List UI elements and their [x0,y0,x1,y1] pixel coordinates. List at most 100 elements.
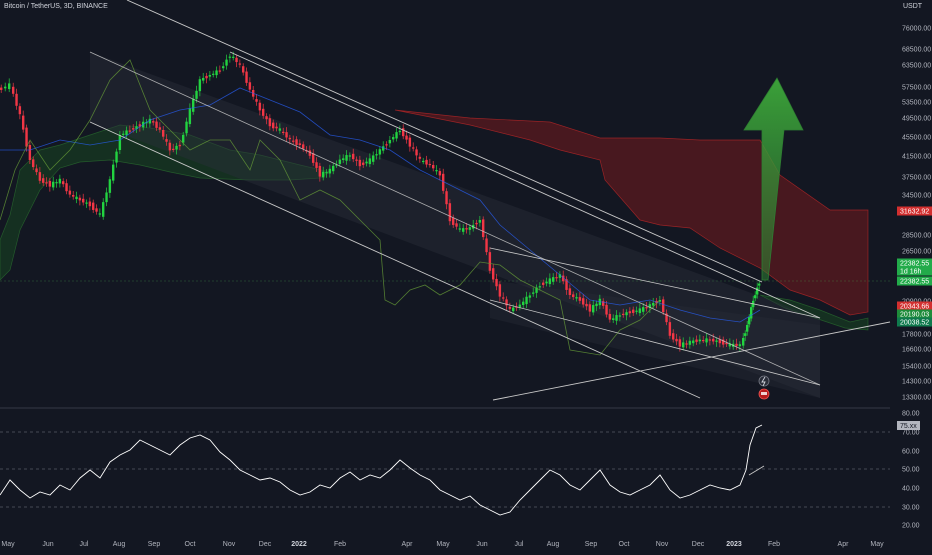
candle [0,84,3,93]
candle [528,292,532,303]
candle [422,157,425,165]
candle [45,177,48,187]
candle [408,134,412,152]
candle [645,302,648,312]
candle [88,197,92,211]
candle [292,135,295,145]
candle [498,281,502,302]
candle [268,114,272,131]
candle [750,303,753,322]
candle [492,264,495,283]
candle [746,321,749,336]
candle [582,294,585,308]
candle [372,151,375,165]
candle [465,223,468,234]
candle [525,291,528,309]
candle [405,130,408,144]
candle [195,85,198,103]
candle [695,335,698,345]
candle [705,333,708,347]
candle [338,154,342,167]
candle [245,67,248,86]
candle [112,159,115,184]
time-tick-label: May [1,541,15,548]
candle [162,126,165,140]
rsi-tick-label: 20.00 [902,523,920,530]
candle [212,70,215,78]
candle [302,141,305,152]
price-tick-label: 26500.00 [902,249,931,256]
rsi-current-tag: 75.xx [897,421,920,430]
time-tick-label: Jun [42,541,53,548]
candle [508,302,512,313]
candle [322,166,325,181]
candle [65,179,68,195]
price-tick-label: 53500.00 [902,100,931,107]
target-arrow-icon[interactable] [743,77,804,281]
candle [348,152,352,162]
candle [375,149,378,160]
price-tick-label: 63500.00 [902,63,931,70]
candle [545,277,548,287]
currency-label: USDT [903,3,923,10]
candle [495,273,498,291]
candle [628,307,632,318]
candle [395,128,398,142]
channel-bottom-line [89,121,701,399]
time-tick-label: Feb [334,541,346,548]
candle [202,72,205,84]
channel-top-line-2 [229,51,821,319]
candle [275,122,278,132]
candle [148,114,152,128]
price-tag: 22382.55 [897,276,932,286]
candle [235,54,238,68]
lightning-icon[interactable] [758,375,770,387]
candle [165,134,168,146]
candle [312,149,315,166]
rsi-tick-label: 70.00 [902,430,920,437]
candle [718,335,722,348]
price-tick-label: 45500.00 [902,135,931,142]
candle [288,134,292,145]
candle [625,309,628,321]
candle [402,124,405,140]
candle [295,136,298,150]
candle [345,150,348,165]
candle [108,176,112,198]
candle [635,306,638,315]
candle [428,158,432,168]
time-axis[interactable]: May Jun Jul Aug Sep Oct Nov Dec 2022 Feb Apr May Jun… [1,541,884,548]
price-tag-label: 20038.52 [900,320,929,327]
candle [578,292,582,304]
price-tag-label: 22382.55 [900,261,929,268]
candle [505,296,508,311]
candle [18,103,22,120]
symbol-title[interactable]: Bitcoin / TetherUS, 3D, BINANCE [4,3,108,10]
candle [538,282,542,291]
candle [42,174,45,186]
time-tick-label: May [870,541,884,548]
candle [725,339,728,347]
price-tag-label: 31632.92 [900,209,929,216]
candle [152,118,155,126]
flag-icon[interactable] [758,388,770,400]
candle [125,126,128,139]
candle [92,199,95,213]
candle [8,78,11,93]
candle [485,234,488,256]
candle [218,65,222,74]
rsi-axis[interactable]: 80.00 70.00 60.00 50.00 40.00 30.00 20.00 75.xx [897,411,920,530]
candle [328,164,332,178]
time-tick-label: Jul [80,541,89,548]
ichimoku-cloud-bull-2 [759,294,869,331]
candle [15,88,18,110]
time-tick-label: Sep [148,541,161,548]
price-tick-label: 68500.00 [902,47,931,54]
candle [115,148,118,168]
candle [668,317,672,339]
rising-trendline [492,321,891,401]
candle [172,143,175,153]
